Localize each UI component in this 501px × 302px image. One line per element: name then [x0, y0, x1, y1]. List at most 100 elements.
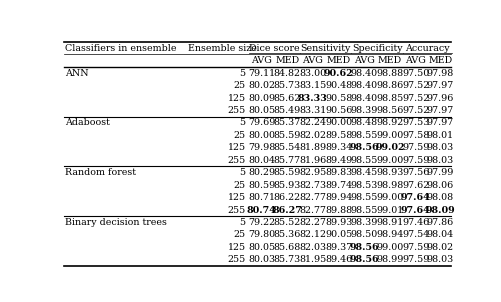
Text: 85.77: 85.77: [273, 156, 300, 165]
Text: 84.82: 84.82: [273, 69, 300, 78]
Text: 255: 255: [227, 156, 245, 165]
Text: 85.62: 85.62: [273, 94, 300, 103]
Text: 86.27: 86.27: [272, 205, 302, 214]
Text: 5: 5: [239, 168, 245, 177]
Text: 83.00: 83.00: [299, 69, 326, 78]
Text: 97.59: 97.59: [401, 143, 428, 152]
Text: 90.62: 90.62: [323, 69, 353, 78]
Text: 97.97: 97.97: [426, 81, 453, 90]
Text: 85.37: 85.37: [273, 118, 300, 127]
Text: 25: 25: [233, 181, 245, 190]
Text: 82.27: 82.27: [299, 218, 326, 227]
Text: 89.83: 89.83: [324, 168, 352, 177]
Text: 98.55: 98.55: [350, 156, 377, 165]
Text: 98.39: 98.39: [350, 218, 377, 227]
Text: 98.39: 98.39: [350, 106, 377, 115]
Text: 85.73: 85.73: [273, 255, 300, 264]
Text: AVG: AVG: [353, 56, 374, 65]
Text: MED: MED: [275, 56, 299, 65]
Text: 98.85: 98.85: [376, 94, 403, 103]
Text: Sensitivity: Sensitivity: [300, 44, 350, 53]
Text: 98.09: 98.09: [424, 205, 454, 214]
Text: 98.40: 98.40: [350, 81, 377, 90]
Text: 82.24: 82.24: [299, 118, 326, 127]
Text: 97.97: 97.97: [426, 106, 453, 115]
Text: 25: 25: [233, 230, 245, 239]
Text: 97.52: 97.52: [401, 94, 428, 103]
Text: 98.99: 98.99: [376, 255, 403, 264]
Text: 98.93: 98.93: [376, 168, 403, 177]
Text: 99.02: 99.02: [374, 143, 404, 152]
Text: 80.59: 80.59: [247, 181, 275, 190]
Text: 97.99: 97.99: [425, 168, 453, 177]
Text: 255: 255: [227, 205, 245, 214]
Text: 98.86: 98.86: [376, 81, 403, 90]
Text: Accuracy: Accuracy: [404, 44, 449, 53]
Text: 97.62: 97.62: [401, 181, 428, 190]
Text: 97.58: 97.58: [401, 131, 428, 140]
Text: 80.29: 80.29: [247, 168, 275, 177]
Text: 97.64: 97.64: [400, 205, 430, 214]
Text: 97.59: 97.59: [401, 243, 428, 252]
Text: 80.74: 80.74: [246, 205, 276, 214]
Text: 125: 125: [227, 193, 245, 202]
Text: 98.98: 98.98: [376, 181, 403, 190]
Text: 97.59: 97.59: [401, 255, 428, 264]
Text: 89.58: 89.58: [324, 131, 352, 140]
Text: 98.03: 98.03: [426, 156, 453, 165]
Text: 83.31: 83.31: [299, 106, 326, 115]
Text: 81.96: 81.96: [299, 156, 326, 165]
Text: Random forest: Random forest: [65, 168, 136, 177]
Text: 85.73: 85.73: [273, 81, 300, 90]
Text: 82.12: 82.12: [299, 230, 326, 239]
Text: 98.88: 98.88: [376, 69, 403, 78]
Text: Specificity: Specificity: [351, 44, 402, 53]
Text: 99.00: 99.00: [376, 131, 403, 140]
Text: AVG: AVG: [404, 56, 425, 65]
Text: 97.59: 97.59: [401, 156, 428, 165]
Text: MED: MED: [427, 56, 451, 65]
Text: 82.03: 82.03: [299, 243, 326, 252]
Text: Adaboost: Adaboost: [65, 118, 110, 127]
Text: 98.56: 98.56: [349, 243, 378, 252]
Text: 98.94: 98.94: [376, 230, 403, 239]
Text: 83.15: 83.15: [299, 81, 326, 90]
Text: 80.04: 80.04: [247, 156, 275, 165]
Text: 5: 5: [239, 218, 245, 227]
Text: 98.50: 98.50: [350, 230, 377, 239]
Text: 125: 125: [227, 143, 245, 152]
Text: 80.09: 80.09: [247, 94, 275, 103]
Text: 98.53: 98.53: [350, 181, 377, 190]
Text: 97.52: 97.52: [401, 106, 428, 115]
Text: 90.48: 90.48: [324, 81, 351, 90]
Text: 97.98: 97.98: [426, 69, 453, 78]
Text: 89.49: 89.49: [324, 156, 352, 165]
Text: 98.48: 98.48: [350, 118, 377, 127]
Text: 79.11: 79.11: [247, 69, 275, 78]
Text: 82.02: 82.02: [299, 131, 326, 140]
Text: 98.01: 98.01: [426, 131, 453, 140]
Text: 80.05: 80.05: [247, 106, 275, 115]
Text: 82.73: 82.73: [299, 181, 326, 190]
Text: AVG: AVG: [250, 56, 272, 65]
Text: 85.68: 85.68: [273, 243, 300, 252]
Text: 98.03: 98.03: [426, 143, 453, 152]
Text: 90.05: 90.05: [324, 230, 352, 239]
Text: 85.59: 85.59: [273, 131, 300, 140]
Text: 98.40: 98.40: [350, 69, 377, 78]
Text: 80.71: 80.71: [247, 193, 275, 202]
Text: 81.95: 81.95: [299, 255, 326, 264]
Text: 98.55: 98.55: [350, 131, 377, 140]
Text: 98.04: 98.04: [426, 230, 453, 239]
Text: 98.55: 98.55: [350, 205, 377, 214]
Text: 125: 125: [227, 94, 245, 103]
Text: 97.46: 97.46: [401, 218, 428, 227]
Text: 97.54: 97.54: [401, 230, 428, 239]
Text: 255: 255: [227, 106, 245, 115]
Text: 79.98: 79.98: [247, 143, 275, 152]
Text: 99.00: 99.00: [376, 156, 403, 165]
Text: Binary decision trees: Binary decision trees: [65, 218, 167, 227]
Text: 255: 255: [227, 255, 245, 264]
Text: 85.54: 85.54: [273, 143, 300, 152]
Text: 25: 25: [233, 131, 245, 140]
